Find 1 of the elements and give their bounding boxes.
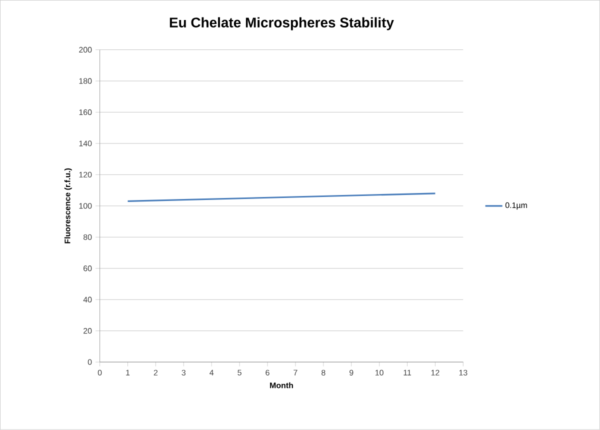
- chart-title: Eu Chelate Microspheres Stability: [170, 17, 394, 30]
